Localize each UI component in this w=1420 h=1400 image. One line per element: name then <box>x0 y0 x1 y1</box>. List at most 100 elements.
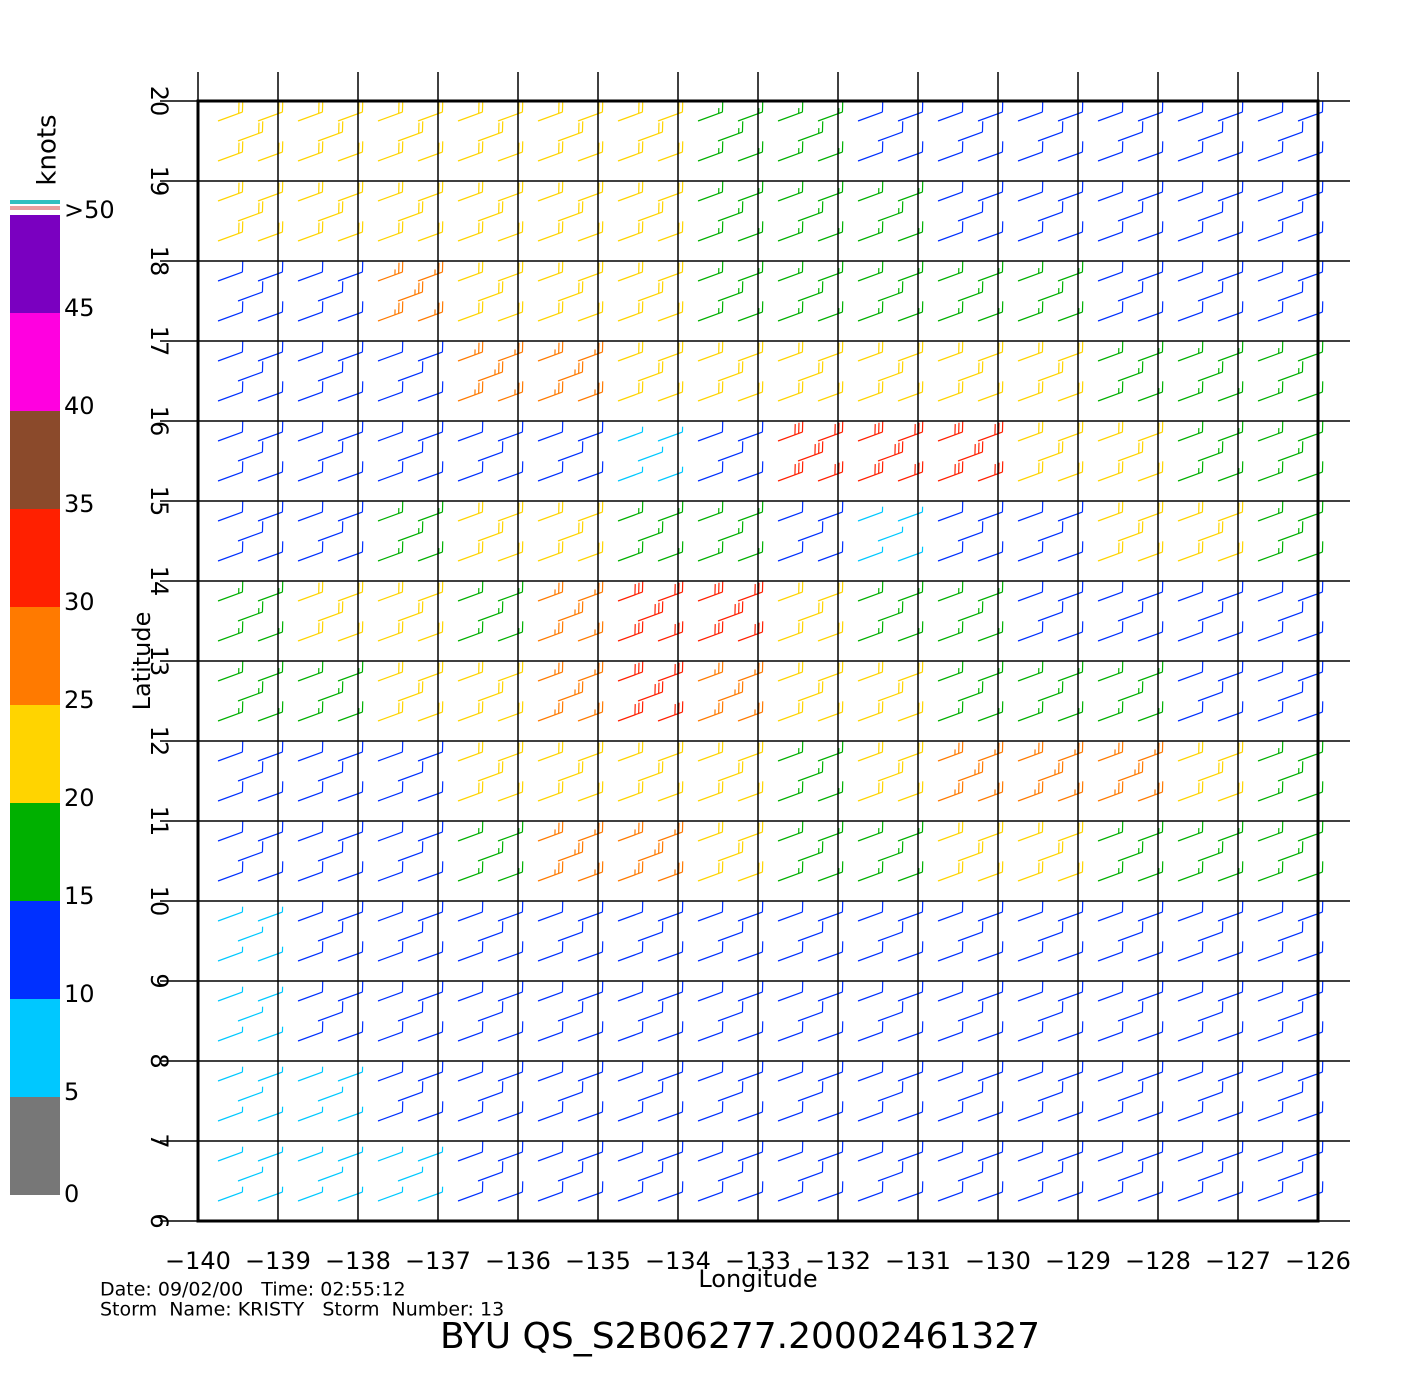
wind-barb <box>217 1186 244 1202</box>
wind-barb <box>777 861 804 882</box>
wind-barb <box>977 701 1004 722</box>
wind-barb <box>657 466 684 482</box>
wind-barb <box>497 581 524 602</box>
wind-barb <box>737 701 764 722</box>
wind-barb <box>557 281 584 302</box>
wind-barb <box>457 381 484 402</box>
wind-barb <box>1057 261 1084 282</box>
wind-barb <box>457 421 484 442</box>
y-tick-label: 18 <box>145 246 173 277</box>
wind-barb <box>617 141 644 162</box>
wind-barb <box>417 541 444 562</box>
wind-barb <box>577 501 604 522</box>
wind-barb <box>817 421 844 442</box>
wind-barb <box>417 1061 444 1082</box>
wind-barb <box>697 661 724 682</box>
wind-barb <box>1097 1101 1124 1122</box>
wind-barb <box>397 361 424 382</box>
wind-barb <box>537 101 564 122</box>
wind-barb <box>1177 501 1204 522</box>
wind-barb <box>1177 581 1204 602</box>
wind-barb <box>1057 701 1084 722</box>
wind-barb <box>537 1181 564 1202</box>
wind-barb <box>1217 1061 1244 1082</box>
wind-barb <box>537 141 564 162</box>
wind-barb <box>737 1021 764 1042</box>
y-axis-label: Latitude <box>128 612 156 711</box>
wind-barb <box>497 821 524 842</box>
wind-barb <box>897 901 924 922</box>
wind-barb <box>1097 701 1124 722</box>
wind-barb <box>1197 921 1224 942</box>
wind-barb <box>1217 141 1244 162</box>
wind-barb <box>1097 1141 1124 1162</box>
wind-barb <box>897 381 924 402</box>
wind-barb <box>637 1001 664 1022</box>
wind-barb <box>397 681 424 702</box>
wind-barb <box>737 221 764 242</box>
wind-barb <box>817 821 844 842</box>
wind-barb <box>337 141 364 162</box>
wind-barb <box>737 661 764 682</box>
wind-barb <box>537 1061 564 1082</box>
wind-barb <box>657 501 684 522</box>
wind-barb <box>577 661 604 682</box>
wind-barb <box>697 1021 724 1042</box>
wind-barb <box>977 821 1004 842</box>
wind-barb <box>1137 661 1164 682</box>
wind-barb <box>377 621 404 642</box>
wind-barb <box>537 821 564 842</box>
wind-barb <box>1137 461 1164 482</box>
wind-barb <box>477 361 504 382</box>
wind-barb <box>217 141 244 162</box>
wind-barb <box>657 1061 684 1082</box>
wind-barb <box>1257 541 1284 562</box>
wind-barb <box>537 381 564 402</box>
wind-barb <box>457 941 484 962</box>
wind-barb <box>497 1061 524 1082</box>
wind-barb <box>377 181 404 202</box>
wind-barb <box>657 426 684 442</box>
wind-barb <box>637 361 664 382</box>
colorbar-tick-label: 0 <box>64 1180 79 1208</box>
wind-barb <box>497 1101 524 1122</box>
wind-barb <box>797 761 824 782</box>
wind-barb <box>897 461 924 482</box>
wind-barb <box>1257 421 1284 442</box>
wind-barb <box>897 981 924 1002</box>
wind-barb <box>337 1066 364 1082</box>
wind-barb <box>1137 1141 1164 1162</box>
wind-barb <box>817 1101 844 1122</box>
wind-barb <box>1137 261 1164 282</box>
wind-barb <box>1037 601 1064 622</box>
wind-barb <box>737 1101 764 1122</box>
wind-barb <box>1037 201 1064 222</box>
wind-barb <box>937 781 964 802</box>
wind-barb <box>1097 301 1124 322</box>
wind-barb <box>1277 1001 1304 1022</box>
wind-barb <box>337 341 364 362</box>
wind-barb <box>377 341 404 362</box>
wind-barb <box>1257 781 1284 802</box>
wind-barb <box>877 526 904 542</box>
wind-barb <box>217 906 244 922</box>
wind-barb <box>797 681 824 702</box>
wind-barb <box>977 861 1004 882</box>
wind-barb <box>217 1066 244 1082</box>
wind-barb <box>257 581 284 602</box>
wind-barb <box>1217 1141 1244 1162</box>
wind-barb <box>297 341 324 362</box>
wind-barb <box>337 781 364 802</box>
wind-barb <box>237 281 264 302</box>
wind-barb <box>1017 701 1044 722</box>
wind-barb <box>577 1181 604 1202</box>
wind-barb <box>1057 1061 1084 1082</box>
wind-barb <box>777 461 804 482</box>
wind-barb <box>717 1081 744 1102</box>
wind-barb <box>257 461 284 482</box>
wind-barb <box>637 681 664 702</box>
wind-barb <box>1137 221 1164 242</box>
wind-barb <box>937 141 964 162</box>
wind-barb <box>1037 681 1064 702</box>
wind-barb <box>477 521 504 542</box>
